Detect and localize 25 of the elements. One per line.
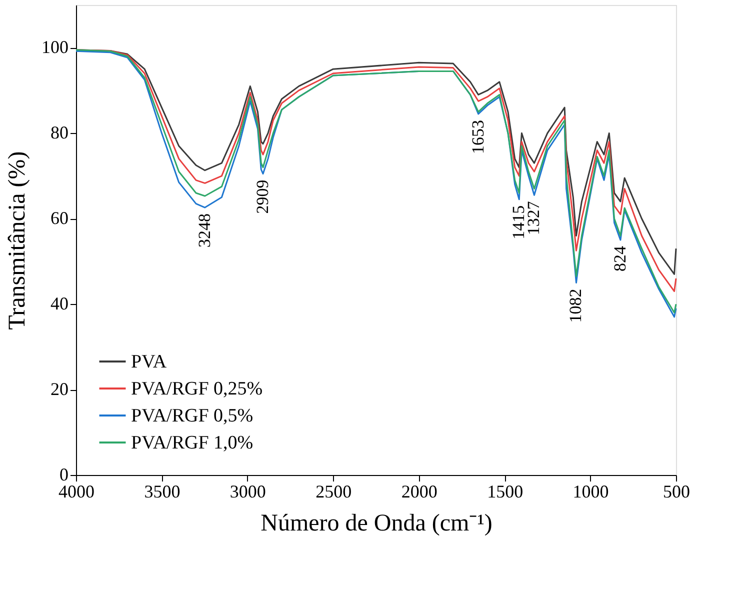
legend-label: PVA/RGF 0,5% <box>131 406 254 426</box>
legend-label: PVA/RGF 0,25% <box>131 378 263 400</box>
legend-label: PVA/RGF 1,0% <box>131 432 254 454</box>
x-axis-title: Número de Onda (cm⁻¹) <box>260 510 492 536</box>
x-tick-label: 500 <box>663 482 690 502</box>
legend-label: PVA <box>131 352 167 372</box>
x-tick-label: 2000 <box>401 482 438 502</box>
y-tick-label: 0 <box>60 464 68 484</box>
annotation: 824 <box>610 246 630 272</box>
x-tick-label: 3500 <box>144 482 180 502</box>
y-tick-label: 80 <box>50 122 68 143</box>
y-axis-title: Transmitância (%) <box>4 151 30 330</box>
y-tick-label: 20 <box>50 379 68 400</box>
annotation: 1082 <box>566 288 586 323</box>
x-tick-label: 3000 <box>230 482 266 502</box>
y-tick-label: 60 <box>50 208 68 228</box>
x-tick-label: 1000 <box>572 482 609 502</box>
annotation: 3248 <box>194 214 214 248</box>
y-tick-label: 40 <box>50 294 68 314</box>
annotation: 1653 <box>468 120 488 154</box>
y-tick-label: 100 <box>42 37 68 58</box>
x-tick-label: 4000 <box>58 482 94 502</box>
x-tick-label: 1500 <box>487 482 524 502</box>
x-tick-label: 2500 <box>316 482 352 502</box>
annotation: 2909 <box>253 180 272 214</box>
